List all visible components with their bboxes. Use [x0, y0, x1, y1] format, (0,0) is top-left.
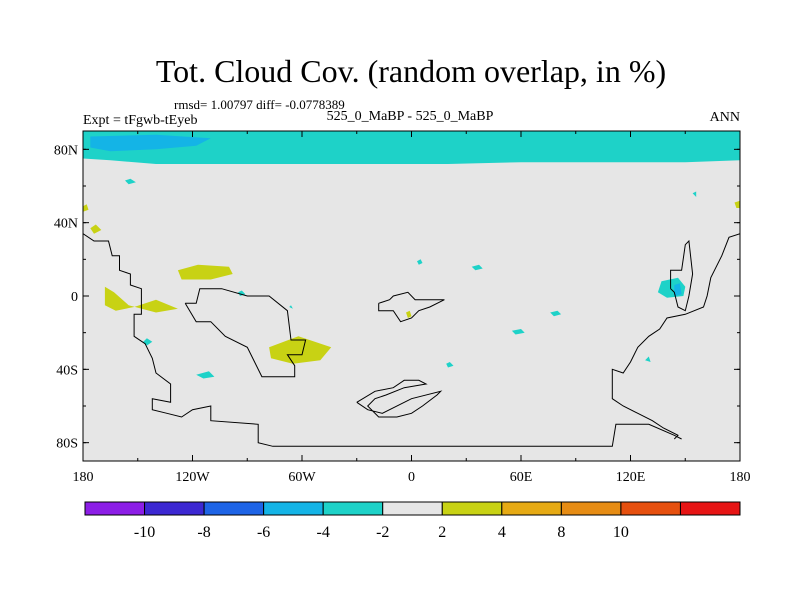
anomaly-region-dot-6 [417, 259, 423, 265]
anomaly-region-dot-9 [550, 310, 562, 317]
anomaly-region-dot-11 [645, 356, 651, 362]
stats-line: rmsd= 1.00797 diff= -0.0778389 [174, 97, 345, 112]
coastline-americas-west [83, 233, 682, 447]
anomaly-region-dot-13 [406, 310, 412, 318]
anomaly-region-dot-4 [196, 371, 215, 379]
coastline-island-1 [378, 291, 445, 323]
colorbar-label: -6 [257, 524, 270, 541]
anomaly-region-dot-8 [511, 329, 525, 335]
coastline-americas-inner [184, 288, 307, 378]
case-label: 525_0_MaBP - 525_0_MaBP [327, 109, 494, 124]
colorbar-label: 10 [613, 524, 629, 541]
y-tick-label: 40N [54, 217, 78, 232]
season-label: ANN [710, 110, 740, 125]
anomaly-region-mid-pacific [177, 264, 233, 280]
anomaly-region-high-lat-nw [83, 204, 89, 212]
colorbar-swatch [501, 501, 562, 516]
map-plot-area: 180 120W 60W 0 60E 120E 180 80N 40N 0 40S 80S [54, 130, 751, 485]
x-tick-label: 0 [408, 470, 415, 485]
anomaly-region-arctic-core [90, 134, 211, 152]
anomaly-region-dot-10 [446, 362, 454, 368]
anomaly-region-equatorial-pacific-east [104, 286, 178, 313]
x-tick-label: 120E [616, 470, 646, 485]
plot-content [83, 131, 740, 447]
y-tick-label: 80N [54, 143, 78, 158]
colorbar-swatch [382, 501, 443, 516]
colorbar-swatch [620, 501, 681, 516]
colorbar-swatch [441, 501, 503, 516]
experiment-label: Expt = tFgwb-tEyeb [83, 113, 197, 128]
anomaly-region-dot-12 [692, 191, 697, 197]
colorbar-label: -4 [317, 524, 330, 541]
colorbar-label: 2 [438, 524, 446, 541]
anomaly-region-dot-5 [289, 305, 293, 309]
colorbar-swatch [144, 501, 205, 516]
x-tick-label: 180 [73, 470, 94, 485]
anomaly-region-arctic-band [83, 131, 740, 164]
y-tick-label: 40S [56, 363, 78, 378]
colorbar-swatch [84, 501, 146, 516]
anomaly-region-pacific-sw-dot [90, 224, 102, 234]
x-tick-label: 120W [175, 470, 210, 485]
colorbar-label: 4 [498, 524, 506, 541]
colorbar-label: -10 [134, 524, 155, 541]
coastline-island-2 [356, 379, 443, 418]
coastline-asia-spike [670, 239, 694, 312]
x-tick-label: 180 [730, 470, 751, 485]
y-tick-label: 80S [56, 437, 78, 452]
colorbar-label: -2 [376, 524, 389, 541]
colorbar-label: 8 [557, 524, 565, 541]
anomaly-region-high-lat-ne [734, 200, 740, 208]
colorbar-swatch [560, 501, 622, 516]
coastline-asia-east [611, 233, 740, 440]
colorbar-swatch [203, 501, 265, 516]
colorbar: -10 -8 -6 -4 -2 2 4 8 10 [84, 501, 741, 541]
anomaly-region-dot-1 [125, 178, 136, 185]
x-tick-label: 60E [510, 470, 533, 485]
anomaly-region-dot-7 [471, 264, 483, 271]
x-tick-label: 60W [288, 470, 316, 485]
anomaly-region-south-atlantic [269, 336, 332, 364]
colorbar-swatch [263, 501, 324, 516]
colorbar-swatch [679, 501, 741, 516]
anomaly-region-west-pacific-blue [674, 283, 682, 296]
colorbar-swatch [322, 501, 384, 516]
chart-title: Tot. Cloud Cov. (random overlap, in %) [156, 53, 666, 89]
y-tick-label: 0 [71, 290, 78, 305]
colorbar-label: -8 [197, 524, 210, 541]
